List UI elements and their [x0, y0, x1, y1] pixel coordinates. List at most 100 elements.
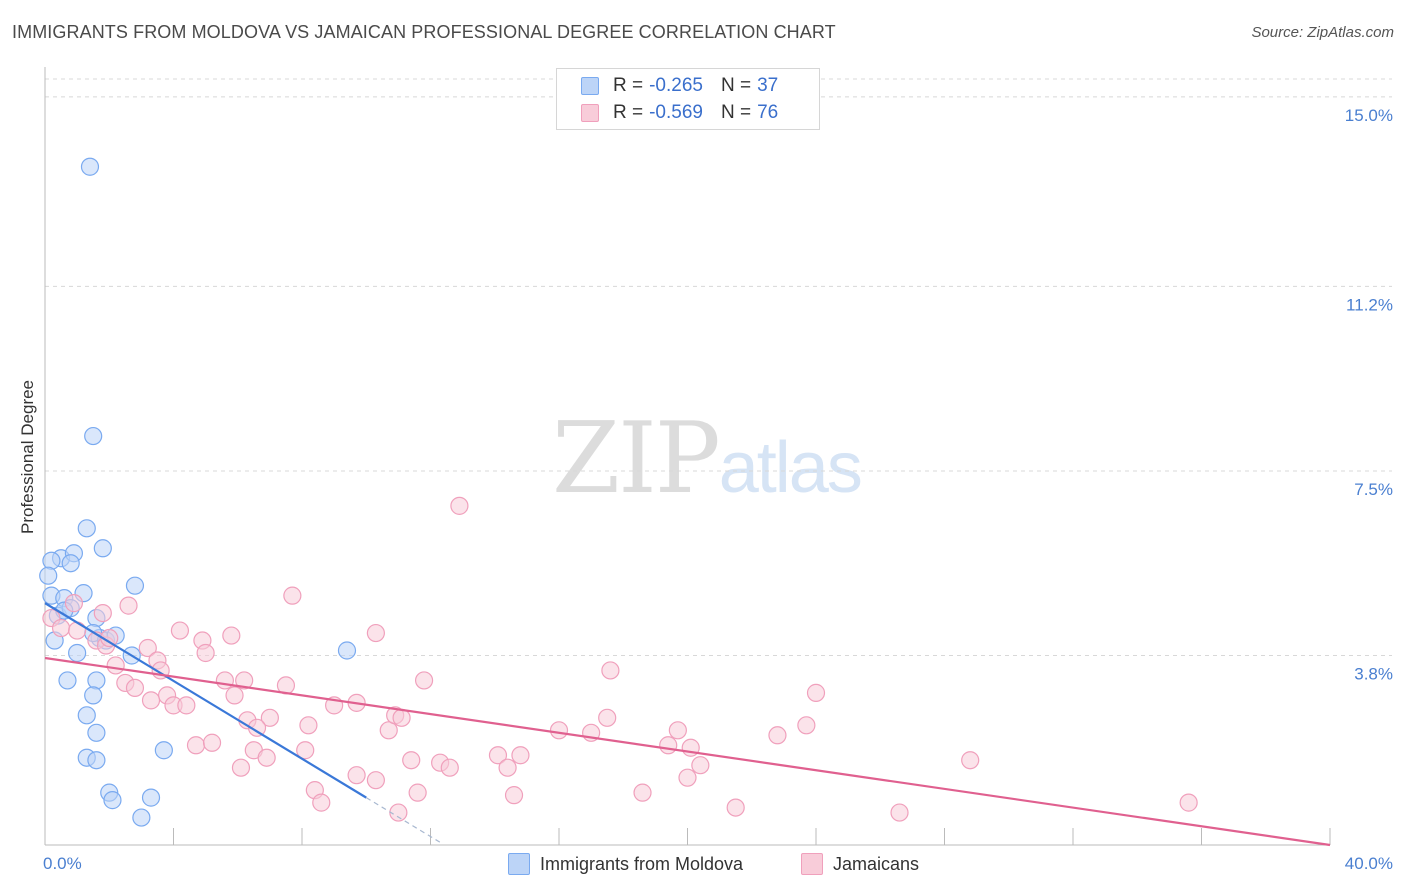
- jamaicans-point: [691, 756, 710, 775]
- moldova-point: [87, 671, 106, 690]
- jamaicans-point: [235, 671, 254, 690]
- moldova-point: [68, 643, 87, 663]
- legend-swatch-jamaicans: [801, 853, 823, 875]
- n-label: N =: [720, 102, 752, 123]
- moldova-point: [84, 426, 103, 446]
- legend-item-moldova[interactable]: Immigrants from Moldova: [508, 852, 743, 876]
- jamaicans-point: [1179, 793, 1198, 812]
- jamaicans-point: [225, 686, 244, 705]
- moldova-point: [58, 671, 77, 690]
- jamaicans-point: [440, 758, 459, 777]
- legend-item-jamaicans[interactable]: Jamaicans: [801, 852, 919, 876]
- y-tick-label: 3.8%: [1354, 664, 1393, 683]
- moldova-point: [87, 723, 106, 742]
- jamaicans-point: [347, 766, 366, 785]
- jamaicans-point: [177, 696, 196, 715]
- jamaicans-point: [633, 783, 652, 802]
- points: [39, 157, 1198, 827]
- jamaicans-swatch: [581, 104, 599, 122]
- jamaicans-point: [296, 741, 315, 760]
- jamaicans-point: [659, 736, 678, 755]
- watermark-atlas: atlas: [718, 428, 863, 508]
- jamaicans-point: [257, 748, 276, 767]
- r-label: R =: [613, 102, 644, 123]
- grid: [45, 78, 1392, 656]
- jamaicans-point: [414, 671, 434, 690]
- jamaicans-point: [247, 718, 267, 737]
- jamaicans-point: [299, 716, 318, 735]
- moldova-swatch: [581, 77, 599, 95]
- jamaicans-point: [392, 708, 411, 727]
- moldova-point: [103, 791, 122, 810]
- moldova-point: [93, 539, 112, 558]
- jamaicans-point: [125, 678, 145, 698]
- moldova-point: [132, 808, 151, 827]
- tick-labels: 3.8% 7.5% 11.2% 15.0% 0.0% 40.0%: [43, 106, 1393, 873]
- jamaicans-point: [601, 661, 620, 680]
- jamaicans-point: [488, 746, 508, 765]
- stats-box: R = -0.265 N = 37 R = -0.569 N = 76: [556, 68, 820, 130]
- moldova-point: [39, 566, 58, 585]
- jamaicans-point: [504, 786, 524, 805]
- jamaicans-point: [51, 618, 71, 638]
- y-tick-label: 15.0%: [1345, 106, 1393, 125]
- jamaicans-point: [202, 733, 222, 752]
- jamaicans-point: [678, 768, 697, 787]
- jamaicans-point: [170, 621, 190, 640]
- n-value: 76: [757, 102, 779, 123]
- chart-title: IMMIGRANTS FROM MOLDOVA VS JAMAICAN PROF…: [12, 22, 836, 42]
- jamaicans-point: [450, 496, 469, 515]
- jamaicans-point: [215, 671, 234, 690]
- moldova-point: [141, 788, 161, 807]
- moldova-point: [337, 641, 357, 660]
- jamaicans-point: [119, 596, 138, 615]
- jamaicans-point: [231, 758, 251, 777]
- moldova-point: [42, 551, 61, 570]
- jamaicans-point: [408, 783, 427, 802]
- jamaicans-point: [379, 721, 398, 740]
- moldova-point: [84, 686, 103, 705]
- n-value: 37: [757, 75, 779, 96]
- jamaicans-point: [797, 716, 816, 735]
- y-tick-label: 11.2%: [1346, 295, 1393, 314]
- jamaicans-point: [283, 586, 302, 605]
- moldova-point: [77, 706, 96, 725]
- jamaicans-point: [511, 746, 530, 765]
- r-value: -0.569: [649, 102, 703, 123]
- jamaicans-point: [196, 643, 215, 663]
- jamaicans-point: [549, 721, 569, 740]
- jamaicans-point: [668, 721, 687, 740]
- jamaicans-point: [726, 798, 745, 817]
- jamaicans-point: [138, 638, 157, 658]
- jamaicans-point: [186, 736, 206, 755]
- jamaicans-point: [768, 726, 787, 745]
- jamaicans-point: [106, 656, 125, 675]
- x-tick-label-max: 40.0%: [1345, 854, 1393, 873]
- jamaicans-point: [68, 621, 87, 640]
- jamaicans-point: [64, 594, 84, 613]
- legend-label-jamaicans: Jamaicans: [833, 853, 920, 874]
- axes: [44, 67, 1331, 846]
- jamaicans-point: [260, 708, 279, 727]
- jamaicans-point: [806, 683, 826, 702]
- r-label: R =: [613, 75, 644, 96]
- moldova-point: [125, 576, 145, 595]
- moldova-trend-line: [44, 602, 367, 799]
- r-value: -0.265: [649, 75, 703, 96]
- moldova-point: [61, 554, 80, 573]
- stats-row-moldova: R = -0.265 N = 37: [581, 74, 778, 98]
- moldova-point: [87, 751, 106, 770]
- watermark-zip: ZIP: [552, 402, 721, 516]
- y-tick-label: 7.5%: [1354, 480, 1393, 499]
- moldova-point: [154, 741, 173, 760]
- watermark: ZIPatlas: [552, 402, 863, 516]
- stats-row-jamaicans: R = -0.569 N = 76: [581, 101, 778, 125]
- jamaicans-point: [366, 771, 385, 790]
- jamaicans-point: [222, 626, 241, 645]
- trend-lines: [44, 602, 1331, 847]
- jamaicans-point: [93, 603, 112, 623]
- jamaicans-trend-line: [44, 656, 1331, 847]
- jamaicans-point: [598, 708, 617, 727]
- moldova-point: [77, 519, 96, 538]
